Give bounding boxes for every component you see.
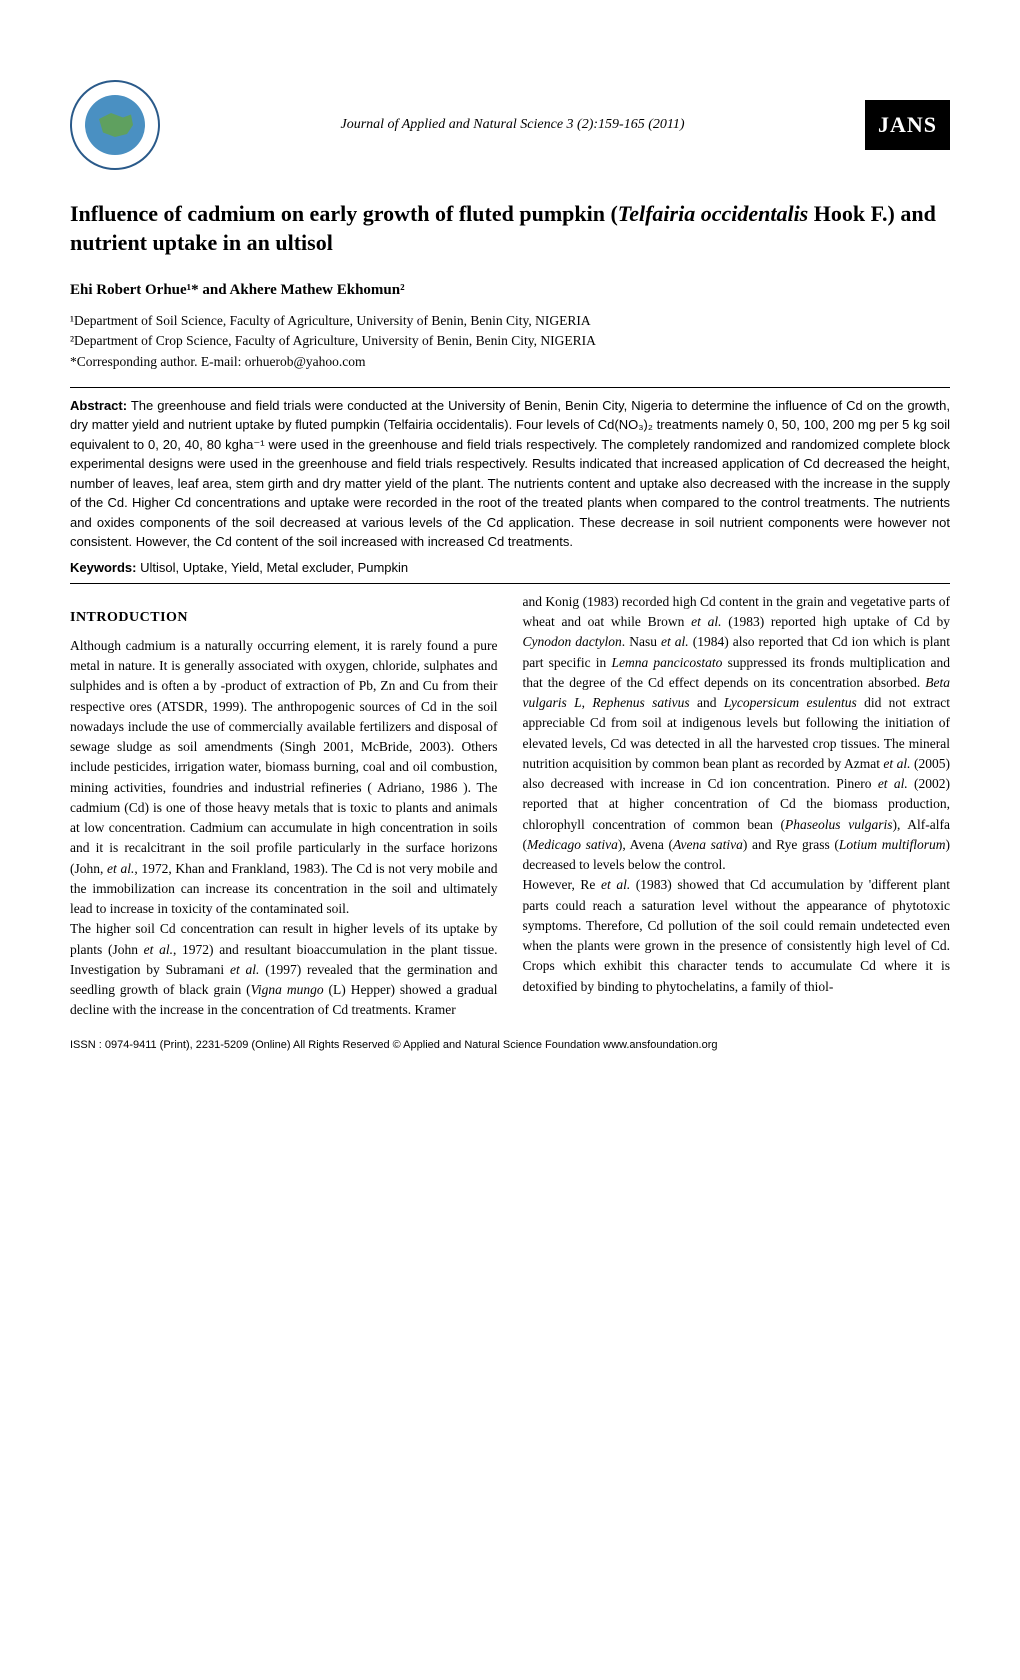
journal-logo-left: [70, 80, 160, 170]
title-species: Telfairia occidentalis: [618, 201, 808, 226]
affiliation-1: ¹Department of Soil Science, Faculty of …: [70, 311, 950, 331]
title-part1: Influence of cadmium on early growth of …: [70, 201, 618, 226]
corresponding-author: *Corresponding author. E-mail: orhuerob@…: [70, 352, 950, 372]
abstract-text: The greenhouse and field trials were con…: [70, 398, 950, 550]
column-right: and Konig (1983) recorded high Cd conten…: [523, 592, 951, 1021]
divider-top: [70, 387, 950, 388]
journal-logo-right: JANS: [865, 100, 950, 150]
introduction-heading: INTRODUCTION: [70, 607, 498, 628]
column-left-text: Although cadmium is a naturally occurrin…: [70, 636, 498, 1021]
keywords-label: Keywords:: [70, 560, 136, 575]
page-footer: ISSN : 0974-9411 (Print), 2231-5209 (Onl…: [70, 1039, 950, 1051]
keywords: Keywords: Ultisol, Uptake, Yield, Metal …: [70, 560, 950, 575]
authors: Ehi Robert Orhue¹* and Akhere Mathew Ekh…: [70, 282, 950, 299]
page-header: Journal of Applied and Natural Science 3…: [70, 80, 950, 170]
column-right-text: and Konig (1983) recorded high Cd conten…: [523, 592, 951, 997]
journal-citation: Journal of Applied and Natural Science 3…: [160, 117, 865, 133]
keywords-text: Ultisol, Uptake, Yield, Metal excluder, …: [136, 560, 408, 575]
abstract: Abstract: The greenhouse and field trial…: [70, 396, 950, 552]
divider-bottom: [70, 583, 950, 584]
abstract-label: Abstract:: [70, 398, 127, 413]
article-title: Influence of cadmium on early growth of …: [70, 200, 950, 257]
column-left: INTRODUCTION Although cadmium is a natur…: [70, 592, 498, 1021]
affiliation-2: ²Department of Crop Science, Faculty of …: [70, 331, 950, 351]
body-columns: INTRODUCTION Although cadmium is a natur…: [70, 592, 950, 1021]
affiliations: ¹Department of Soil Science, Faculty of …: [70, 311, 950, 372]
